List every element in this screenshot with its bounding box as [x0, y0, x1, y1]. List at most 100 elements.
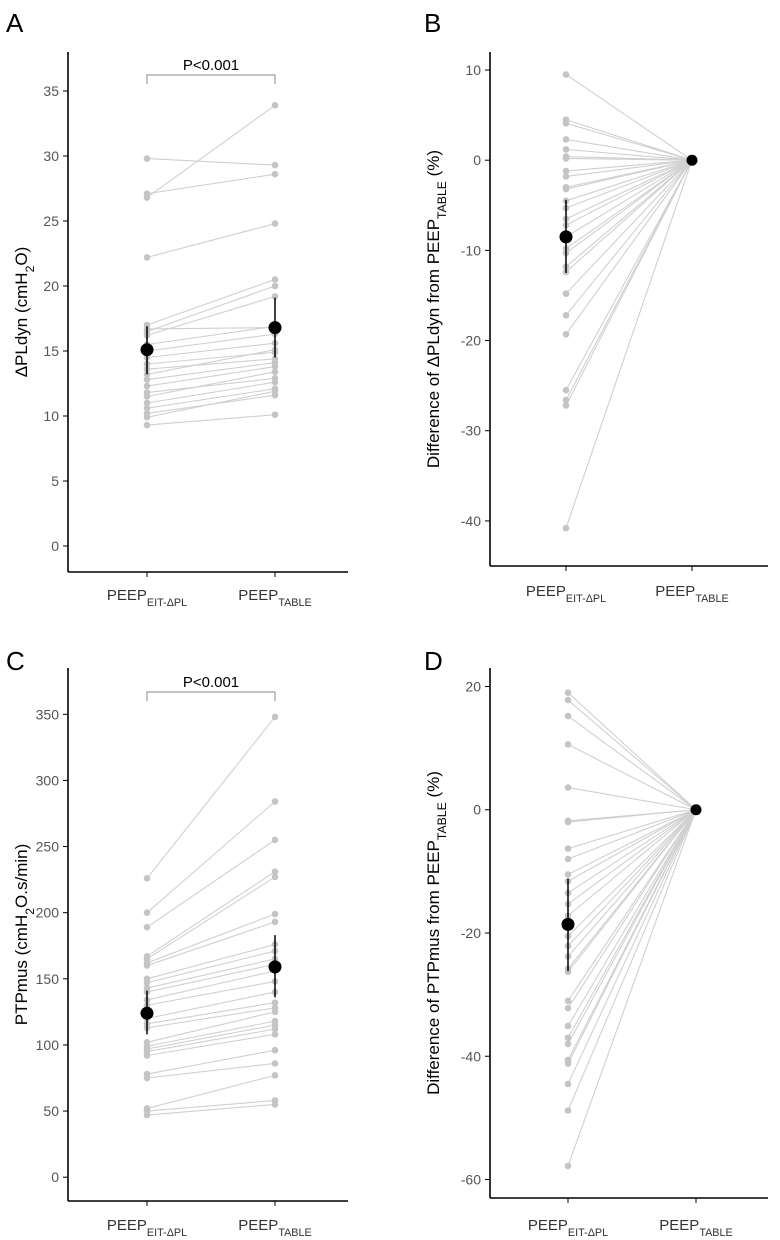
pair-line — [565, 160, 693, 529]
y-tick-label: 200 — [36, 905, 60, 921]
data-point — [271, 388, 279, 395]
data-point — [562, 173, 570, 180]
data-point — [143, 414, 151, 421]
pair-line — [146, 1062, 276, 1079]
data-point — [143, 194, 151, 201]
y-tick-label: -30 — [461, 423, 481, 439]
y-axis-label-part: TABLE — [435, 802, 449, 840]
x-tick-label-part: EIT-ΔPL — [147, 597, 187, 609]
pair-line — [146, 325, 276, 346]
pair-line — [146, 278, 276, 326]
pair-line — [565, 159, 693, 202]
data-point — [271, 910, 279, 918]
pair-line — [567, 809, 697, 850]
data-point — [562, 136, 570, 143]
data-point — [271, 873, 279, 881]
x-tick-label: PEEPEIT-ΔPL — [526, 583, 606, 605]
pair-line — [146, 285, 276, 333]
pair-line — [146, 390, 276, 418]
y-tick-label: 25 — [43, 213, 59, 229]
data-point — [143, 962, 151, 969]
pair-line — [146, 1011, 276, 1043]
pair-line — [146, 342, 276, 359]
pair-line — [567, 809, 697, 957]
y-axis-label: Difference of ΔPLdyn from PEEPTABLE (%) — [424, 150, 449, 468]
pair-line — [146, 958, 276, 989]
data-point — [271, 1008, 279, 1016]
y-axis-label-part: (%) — [424, 771, 443, 802]
pair-line — [567, 809, 697, 1027]
pair-line — [567, 809, 697, 1064]
pair-line — [146, 295, 276, 336]
pair-line — [146, 362, 276, 381]
pair-line — [567, 809, 697, 937]
pair-line — [565, 122, 693, 161]
pair-line — [567, 715, 697, 811]
mean-point — [559, 230, 573, 244]
pair-line — [565, 159, 693, 406]
data-point — [564, 1004, 572, 1012]
pair-line — [146, 1024, 276, 1050]
pair-line — [565, 159, 693, 268]
data-point — [271, 378, 279, 386]
y-tick-label: 50 — [43, 1103, 59, 1119]
data-point — [564, 968, 572, 976]
y-tick-label: 0 — [473, 802, 481, 818]
data-point — [271, 713, 279, 721]
pair-line — [146, 349, 276, 375]
pair-line — [565, 159, 693, 226]
x-tick-label-part: PEEP — [526, 583, 566, 600]
pair-line — [565, 138, 693, 161]
pair-line — [146, 871, 276, 957]
data-point — [562, 119, 570, 127]
mean-point — [690, 804, 702, 816]
mean-point — [268, 960, 282, 974]
data-point — [271, 220, 279, 227]
data-point — [143, 923, 151, 931]
pair-line — [567, 699, 697, 811]
data-point — [271, 293, 279, 300]
x-tick-label: PEEPEIT-ΔPL — [107, 587, 187, 609]
pair-line — [146, 173, 276, 195]
pair-line — [567, 809, 697, 882]
pair-line — [567, 809, 697, 905]
y-tick-label: 30 — [43, 148, 59, 164]
pair-line — [146, 1020, 276, 1047]
pair-line — [565, 159, 693, 316]
data-point — [564, 689, 572, 696]
mean-point — [561, 917, 575, 931]
pair-line — [146, 1028, 276, 1053]
mean-point — [268, 321, 282, 335]
y-axis-label-part: PTPmus (cmH — [12, 915, 31, 1026]
data-point — [562, 330, 570, 338]
x-tick-label-part: EIT-ΔPL — [566, 593, 606, 605]
data-point — [564, 1040, 572, 1048]
data-point — [143, 393, 151, 400]
pair-line — [565, 157, 693, 161]
data-point — [271, 1060, 279, 1067]
pair-line — [146, 1103, 276, 1116]
data-point — [271, 276, 279, 283]
pair-line — [565, 159, 693, 209]
data-point — [143, 909, 151, 916]
y-axis-label-part: 2 — [23, 265, 37, 272]
y-axis-label-part: TABLE — [435, 181, 449, 219]
data-point — [564, 1060, 572, 1067]
y-axis-label-part: O.s/min) — [12, 844, 31, 908]
x-tick-label-part: PEEP — [528, 1217, 568, 1234]
x-tick-label-part: TABLE — [695, 593, 728, 605]
data-point — [564, 818, 572, 826]
pair-line — [146, 1002, 276, 1025]
data-point — [271, 918, 279, 926]
pair-line — [146, 388, 276, 409]
data-point — [564, 855, 572, 863]
pair-line — [567, 809, 697, 1045]
x-tick-label-part: TABLE — [699, 1227, 732, 1239]
y-tick-label: -20 — [461, 925, 481, 941]
data-point — [143, 1052, 151, 1059]
pair-line — [567, 809, 697, 1009]
y-axis-label: PTPmus (cmH2O.s/min) — [12, 844, 37, 1026]
